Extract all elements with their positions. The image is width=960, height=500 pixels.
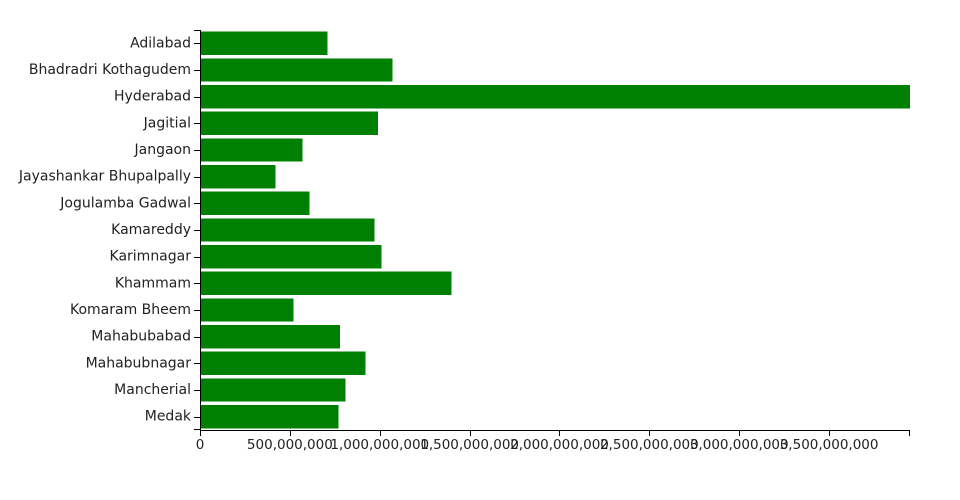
bar-medak [200, 404, 339, 429]
x-tick-label: 500,000,000 [247, 437, 333, 453]
x-tick-label: 1,000,000,000 [330, 437, 429, 453]
category-label: Mahabubnagar [86, 355, 192, 371]
bar-hyderabad [200, 84, 910, 109]
bar-bhadradri-kothagudem [200, 58, 393, 82]
bars-group [200, 31, 910, 429]
category-label: Mancherial [114, 382, 191, 398]
category-label: Medak [145, 409, 192, 425]
category-label: Jagitial [143, 115, 191, 131]
x-tick-label: 0 [196, 437, 205, 453]
bar-jangaon [200, 138, 303, 162]
category-label: Kamareddy [111, 222, 191, 238]
bar-mahabubabad [200, 324, 341, 349]
bar-jogulamba-gadwal [200, 191, 310, 216]
x-tick-label: 3,000,000,000 [690, 437, 789, 453]
x-tick-label: 1,500,000,000 [420, 437, 519, 453]
bar-jagitial [200, 111, 378, 136]
bar-kamareddy [200, 218, 375, 242]
bar-jayashankar-bhupalpally [200, 164, 276, 189]
category-label: Adilabad [130, 35, 191, 51]
category-label: Karimnagar [110, 249, 192, 265]
category-label: Hyderabad [114, 89, 191, 105]
x-tick-label: 2,000,000,000 [510, 437, 609, 453]
y-axis: Adilabad Bhadradri Kothagudem Hyderabad Jag… [18, 30, 201, 430]
bar-mahabubnagar [200, 351, 366, 376]
bar-adilabad [200, 31, 328, 56]
x-tick-label: 2,500,000,000 [600, 437, 699, 453]
category-label: Komaram Bheem [70, 302, 191, 318]
category-label: Jogulamba Gadwal [59, 195, 191, 211]
x-axis: 0 500,000,0001,000,000,0001,500,000,0002,… [196, 430, 910, 453]
bar-karimnagar [200, 244, 382, 269]
category-label: Jangaon [134, 142, 192, 158]
category-label: Khammam [115, 275, 191, 291]
x-tick-label: 3,500,000,000 [780, 437, 879, 453]
bar-komaram-bheem [200, 298, 294, 322]
bar-mancherial [200, 378, 346, 402]
category-label: Bhadradri Kothagudem [29, 62, 191, 78]
bar-khammam [200, 271, 452, 296]
category-label: Jayashankar Bhupalpally [18, 169, 191, 185]
category-label: Mahabubabad [91, 329, 191, 345]
